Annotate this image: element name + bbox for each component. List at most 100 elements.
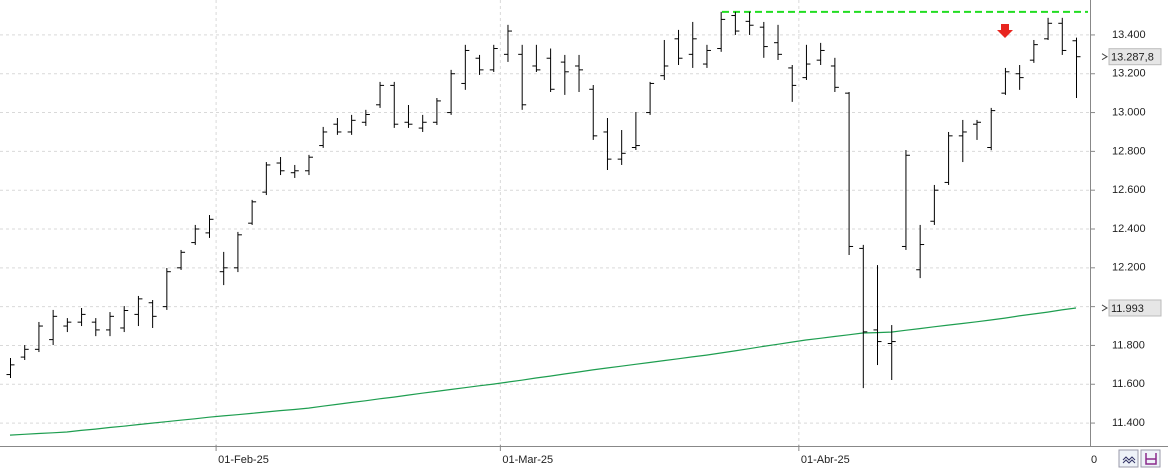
ohlc-bar bbox=[205, 215, 214, 238]
ohlc-bar bbox=[361, 109, 370, 126]
y-tick-label: 12.600 bbox=[1112, 184, 1146, 196]
ohlc-bar bbox=[148, 300, 157, 328]
ohlc-bar bbox=[901, 150, 910, 250]
ohlc-bar bbox=[304, 154, 313, 176]
price-pointer bbox=[1101, 304, 1108, 312]
ohlc-bar bbox=[916, 224, 925, 279]
ohlc-bar bbox=[930, 184, 939, 225]
price-marker-box bbox=[1108, 299, 1162, 317]
ohlc-bar bbox=[1015, 65, 1024, 90]
price-marker-label: 13.287,8 bbox=[1111, 52, 1154, 64]
ohlc-bar bbox=[589, 85, 598, 140]
ohlc-bar bbox=[688, 21, 697, 68]
ohlc-bar bbox=[390, 81, 399, 128]
ohlc-bar bbox=[717, 11, 726, 52]
ohlc-bar bbox=[617, 130, 626, 165]
ohlc-bar bbox=[262, 162, 271, 196]
ohlc-bar bbox=[1072, 37, 1081, 99]
ohlc-bar bbox=[290, 164, 299, 178]
ohlc-bar bbox=[788, 65, 797, 102]
ohlc-bar bbox=[830, 57, 839, 92]
y-tick-label: 12.400 bbox=[1112, 223, 1146, 235]
ohlc-bar bbox=[944, 131, 953, 185]
y-tick-label: 11.800 bbox=[1112, 339, 1145, 351]
y-tick-label: 11.400 bbox=[1112, 417, 1145, 429]
ohlc-bar bbox=[1044, 17, 1053, 40]
y-tick-label: 12.800 bbox=[1112, 145, 1146, 157]
save-icon bbox=[1145, 453, 1157, 465]
ohlc-bar bbox=[631, 111, 640, 151]
ohlc-bar bbox=[859, 244, 868, 389]
x-tick-label: 0 bbox=[1091, 454, 1097, 466]
ohlc-bar bbox=[49, 309, 58, 346]
ohlc-bar bbox=[546, 48, 555, 92]
ohlc-bar bbox=[276, 157, 285, 176]
ohlc-bar bbox=[447, 69, 456, 115]
ohlc-bar bbox=[219, 251, 228, 286]
ohlc-bar bbox=[319, 126, 328, 148]
ohlc-bar bbox=[958, 119, 967, 163]
ohlc-bar bbox=[347, 114, 356, 135]
ohlc-bar bbox=[91, 318, 100, 337]
y-tick-label: 13.200 bbox=[1112, 68, 1146, 80]
ohlc-bar bbox=[887, 325, 896, 380]
ohlc-bar bbox=[1029, 39, 1038, 63]
ohlc-bar bbox=[1001, 67, 1010, 95]
ohlc-bar bbox=[6, 358, 15, 379]
price-marker-label: 11.993 bbox=[1111, 303, 1144, 315]
signal-arrow bbox=[997, 24, 1013, 38]
ohlc-bar bbox=[134, 295, 143, 327]
y-tick-label: 12.200 bbox=[1112, 262, 1146, 274]
x-tick-label: 01-Feb-25 bbox=[218, 454, 269, 466]
ohlc-bar bbox=[333, 117, 342, 135]
ohlc-bar bbox=[674, 29, 683, 66]
ohlc-bar bbox=[660, 39, 669, 80]
ohlc-bar bbox=[461, 44, 470, 90]
ohlc-bar bbox=[34, 321, 43, 353]
ohlc-bar bbox=[233, 231, 242, 273]
ohlc-bar bbox=[532, 44, 541, 72]
ohlc-bar bbox=[845, 91, 854, 256]
ohlc-bar bbox=[646, 81, 655, 115]
ohlc-bar bbox=[802, 44, 811, 80]
ohlc-bar bbox=[404, 104, 413, 128]
ohlc-bar bbox=[1058, 17, 1067, 55]
toolbar bbox=[1118, 449, 1161, 468]
zoom-icon bbox=[1122, 456, 1136, 464]
ohlc-bar bbox=[63, 318, 72, 333]
ohlc-bar bbox=[560, 54, 569, 95]
ohlc-bar bbox=[816, 42, 825, 66]
ohlc-bar bbox=[432, 98, 441, 125]
y-tick-label: 11.600 bbox=[1112, 378, 1145, 390]
ohlc-bar bbox=[731, 11, 740, 35]
ohlc-bar bbox=[191, 224, 200, 245]
ohlc-bar bbox=[759, 21, 768, 58]
y-tick-label: 13.400 bbox=[1112, 29, 1146, 41]
moving-average-line bbox=[9, 307, 1077, 436]
ohlc-bar bbox=[873, 265, 882, 366]
ohlc-bar bbox=[177, 249, 186, 270]
price-marker-box bbox=[1108, 48, 1162, 66]
x-tick-label: 01-Abr-25 bbox=[801, 454, 850, 466]
ohlc-bar bbox=[162, 268, 171, 310]
ohlc-bar bbox=[518, 44, 527, 110]
ohlc-bar bbox=[774, 24, 783, 60]
ohlc-bar bbox=[702, 44, 711, 68]
zoom-button[interactable] bbox=[1118, 449, 1139, 468]
ohlc-bar bbox=[120, 306, 129, 333]
ohlc-bar bbox=[987, 107, 996, 151]
ohlc-bar bbox=[20, 345, 29, 360]
ohlc-bar bbox=[248, 199, 257, 225]
ohlc-bar bbox=[376, 81, 385, 108]
ohlc-bar bbox=[77, 307, 86, 327]
x-tick-label: 01-Mar-25 bbox=[502, 454, 553, 466]
ohlc-bar bbox=[475, 54, 484, 75]
ohlc-bar bbox=[489, 44, 498, 72]
ohlc-bar bbox=[503, 24, 512, 62]
ohlc-bar bbox=[603, 117, 612, 171]
ohlc-bar bbox=[973, 119, 982, 140]
ohlc-bar bbox=[575, 54, 584, 92]
